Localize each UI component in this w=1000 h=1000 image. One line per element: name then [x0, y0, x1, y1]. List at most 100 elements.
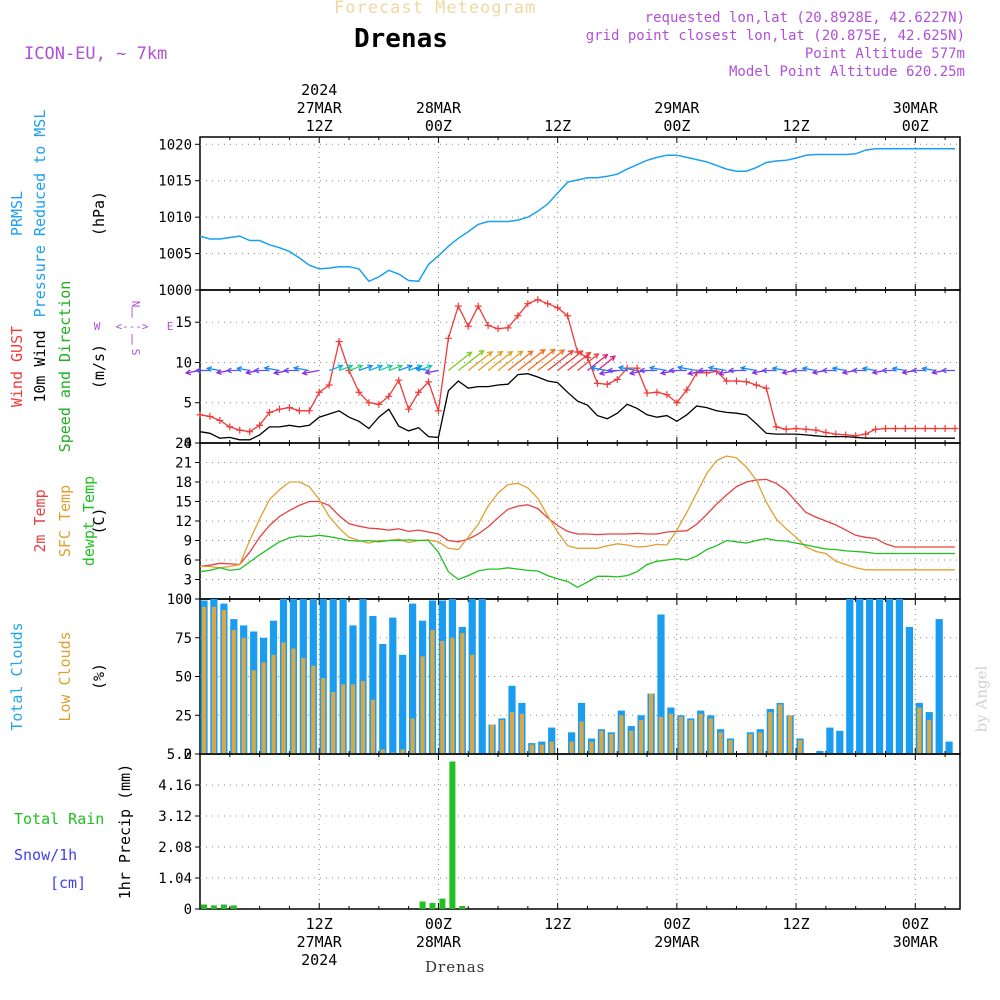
- wind-direction-arrow: [791, 367, 806, 374]
- gust-marker: [285, 404, 293, 412]
- gust-marker: [444, 334, 452, 342]
- gust-marker: [752, 381, 760, 389]
- wind-direction-arrow: [676, 364, 697, 372]
- y-tick-label: 5.2: [167, 747, 192, 763]
- low-cloud-bar: [788, 715, 793, 755]
- gust-marker: [375, 400, 383, 408]
- total-cloud-bar: [548, 727, 556, 754]
- wind-direction-arrow: [638, 367, 657, 374]
- snow-label: Snow/1h: [14, 846, 77, 864]
- gust-marker: [653, 388, 661, 396]
- compass-h: <--->: [115, 320, 148, 333]
- gust-marker: [673, 399, 681, 407]
- wind-speed-line: [199, 373, 955, 441]
- wind-direction-arrow: [648, 365, 668, 372]
- low-cloud-bar: [470, 654, 475, 754]
- y-axis-unit: (hPa): [90, 191, 108, 236]
- low-cloud-bar: [698, 713, 703, 754]
- y-tick-label: 1000: [158, 283, 192, 299]
- low-cloud-bar: [271, 654, 276, 754]
- y-axis-unit: (%): [90, 663, 108, 690]
- location-title: Drenas: [354, 24, 448, 54]
- rain-bar: [459, 906, 466, 909]
- low-cloud-bar: [261, 662, 266, 754]
- low-cloud-bar: [569, 741, 574, 754]
- gust-marker: [206, 412, 214, 420]
- gust-marker: [504, 324, 512, 332]
- gust-marker: [881, 425, 889, 433]
- wind-direction-arrow: [328, 364, 344, 372]
- total-cloud-bar: [905, 626, 913, 754]
- low-cloud-bar: [519, 713, 524, 754]
- gust-marker: [842, 431, 850, 439]
- gust-marker: [216, 416, 224, 424]
- gust-marker: [325, 381, 333, 389]
- wind-direction-arrow: [606, 367, 628, 374]
- panel-frame: [199, 753, 961, 910]
- gust-marker: [941, 425, 949, 433]
- wind-direction-arrow: [739, 365, 757, 372]
- wind-direction-arrow: [497, 350, 524, 372]
- pressure-line: [199, 147, 955, 283]
- wind-direction-arrow: [668, 367, 687, 374]
- bottom-time-label: 27MAR: [297, 933, 343, 951]
- top-time-label: 28MAR: [416, 99, 462, 117]
- low-cloud-bar: [311, 665, 316, 754]
- low-cloud-bar: [509, 712, 515, 754]
- total-cloud-bar: [478, 599, 486, 754]
- gust-marker: [256, 421, 264, 429]
- wind-direction-arrow: [617, 365, 638, 372]
- low-cloud-bar: [798, 740, 803, 754]
- gust-marker: [772, 423, 780, 431]
- y-tick-label: 1020: [158, 137, 192, 153]
- compass-w: W: [94, 320, 101, 333]
- low-cloud-bar: [450, 637, 455, 755]
- total-cloud-bar: [329, 599, 337, 754]
- y-axis-label: Wind GUST: [8, 326, 26, 407]
- wind-direction-arrow: [194, 367, 210, 374]
- product-title: Forecast Meteogram: [334, 0, 537, 18]
- gust-marker: [355, 388, 363, 396]
- dewpt-line: [199, 534, 955, 589]
- top-time-label: 12Z: [306, 117, 333, 135]
- gust-marker: [603, 380, 611, 388]
- total-cloud-bar: [379, 644, 387, 754]
- wind-direction-arrow: [910, 367, 926, 374]
- y-tick-label: 1015: [158, 174, 192, 190]
- low-cloud-bar: [619, 715, 624, 755]
- rain-bar: [201, 904, 207, 909]
- bottom-time-label: 2024: [301, 951, 337, 969]
- rain-bar: [449, 761, 456, 909]
- wind-direction-arrow: [378, 364, 394, 372]
- top-time-label: 12Z: [544, 117, 571, 135]
- total-cloud-bar: [885, 599, 894, 754]
- gust-marker: [454, 302, 462, 310]
- y-tick-label: 75: [175, 631, 192, 647]
- gust-marker: [236, 426, 244, 434]
- gust-marker: [643, 389, 651, 397]
- total-cloud-bar: [866, 599, 874, 754]
- y-tick-label: 0: [184, 436, 192, 452]
- gust-marker: [593, 379, 601, 387]
- top-time-label: 00Z: [902, 117, 929, 135]
- gust-marker: [862, 430, 870, 438]
- gust-marker: [275, 405, 283, 413]
- low-cloud-bar: [490, 724, 495, 754]
- y-axis-label: 2m Temp: [31, 489, 49, 552]
- wind-direction-arrow: [358, 364, 374, 372]
- compass-n: N: [129, 301, 142, 308]
- wind-direction-arrow: [477, 350, 504, 372]
- wind-direction-arrow: [414, 365, 429, 372]
- wind-direction-arrow: [301, 369, 320, 376]
- y-tick-label: 100: [167, 592, 192, 608]
- gust-marker: [792, 425, 800, 433]
- total-cloud-bar: [399, 654, 407, 754]
- total-cloud-bar: [816, 750, 824, 754]
- total-cloud-bar: [935, 619, 943, 754]
- rain-bar: [429, 903, 436, 909]
- low-cloud-bar: [917, 707, 922, 754]
- y-axis-unit: (C): [90, 507, 108, 534]
- wind-direction-arrow: [697, 367, 717, 374]
- low-cloud-bar: [430, 630, 435, 754]
- top-time-label: 12Z: [783, 117, 810, 135]
